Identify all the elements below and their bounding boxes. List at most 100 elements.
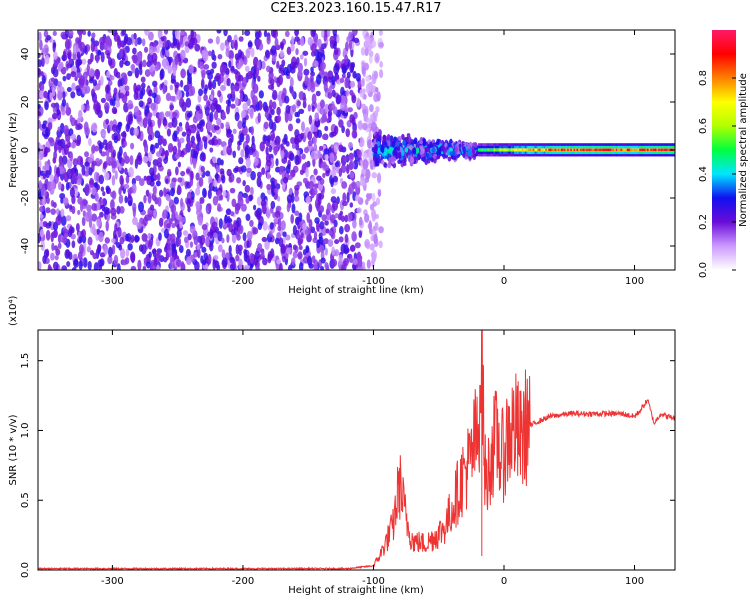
heat-cell	[549, 151, 553, 155]
heat-cell	[70, 233, 76, 240]
heat-cell	[617, 153, 620, 157]
heat-cell	[562, 145, 565, 149]
heat-cell	[292, 244, 297, 251]
heat-cell	[260, 199, 267, 208]
heat-cell	[491, 151, 495, 155]
heat-cell	[647, 148, 650, 152]
heat-cell	[118, 187, 122, 196]
heat-cell	[562, 151, 565, 155]
heat-cell	[107, 80, 113, 86]
heat-cell	[192, 150, 199, 159]
heat-cell	[271, 101, 277, 110]
heat-cell	[319, 99, 325, 109]
heat-cell	[590, 153, 594, 157]
heat-cell	[252, 204, 257, 211]
heat-cell	[622, 151, 625, 155]
heat-cell	[651, 145, 655, 149]
heat-cell	[499, 145, 503, 149]
heat-cell	[119, 60, 124, 68]
heat-cell	[499, 143, 503, 146]
heat-cell	[512, 143, 515, 146]
snr-y-multiplier: (x10⁴)	[8, 295, 19, 326]
heat-cell	[98, 159, 103, 165]
heat-cell	[371, 112, 377, 124]
heat-cell	[631, 145, 634, 149]
heat-cell	[291, 89, 295, 97]
heat-cell	[217, 138, 222, 146]
heat-cell	[662, 145, 666, 149]
heat-cell	[148, 89, 153, 97]
heat-cell	[125, 233, 129, 242]
heat-cell	[587, 153, 591, 157]
heat-cell	[319, 106, 325, 115]
heat-cell	[526, 153, 529, 157]
heat-cell	[142, 117, 148, 129]
heat-cell	[650, 143, 653, 146]
heat-cell	[155, 180, 161, 187]
heat-cell	[167, 64, 173, 74]
heat-cell	[659, 143, 663, 146]
heat-cell	[276, 106, 281, 116]
heat-cell	[626, 145, 630, 149]
heat-cell	[141, 233, 148, 242]
heat-cell	[551, 153, 555, 157]
heat-cell	[302, 223, 307, 231]
heat-cell	[352, 258, 358, 266]
heat-cell	[341, 125, 345, 134]
heat-cell	[310, 123, 315, 133]
heat-cell	[664, 145, 667, 149]
heat-cell	[665, 148, 669, 152]
heat-cell	[664, 148, 667, 152]
heat-cell	[166, 128, 171, 137]
heat-cell	[551, 148, 555, 152]
heat-cell	[341, 181, 348, 189]
y-tick-label: -20	[20, 190, 31, 206]
heat-cell	[113, 31, 119, 42]
heat-cell	[308, 180, 315, 190]
heat-cell	[151, 92, 157, 99]
heat-cell	[557, 151, 561, 155]
heat-cell	[598, 145, 602, 149]
heat-cell	[298, 245, 303, 251]
heat-cell	[48, 266, 53, 270]
heat-cell	[250, 126, 255, 136]
heat-cell	[45, 127, 49, 138]
heat-cell	[543, 143, 547, 146]
heat-cell	[311, 93, 317, 105]
heat-cell	[244, 30, 251, 37]
heat-cell	[124, 257, 130, 265]
heat-cell	[349, 89, 354, 96]
heat-cell	[163, 30, 169, 35]
heat-cell	[282, 176, 289, 184]
heat-cell	[543, 153, 547, 157]
heat-cell	[205, 170, 211, 177]
heat-cell	[185, 256, 192, 266]
heat-cell	[562, 143, 565, 146]
heat-cell	[154, 63, 160, 72]
spectrogram-y-label: Frequency (Hz)	[8, 112, 19, 188]
heat-cell	[150, 102, 157, 111]
heat-cell	[529, 143, 533, 146]
heat-cell	[521, 143, 525, 146]
heat-cell	[535, 145, 539, 149]
heat-cell	[178, 122, 183, 128]
heat-cell	[144, 105, 150, 116]
heat-cell	[186, 191, 192, 201]
heat-cell	[562, 153, 565, 157]
heat-cell	[66, 73, 71, 81]
heat-cell	[234, 53, 240, 61]
heat-cell	[362, 108, 367, 115]
heat-cell	[532, 143, 536, 146]
heat-cell	[567, 151, 570, 155]
heat-cell	[68, 251, 73, 261]
heat-cell	[600, 151, 603, 155]
heat-cell	[585, 153, 589, 157]
heat-cell	[665, 145, 669, 149]
heat-cell	[164, 150, 169, 157]
heat-cell	[601, 143, 605, 146]
heat-cell	[565, 148, 569, 152]
heat-cell	[598, 151, 602, 155]
heat-cell	[265, 146, 269, 156]
heat-cell	[176, 229, 182, 239]
